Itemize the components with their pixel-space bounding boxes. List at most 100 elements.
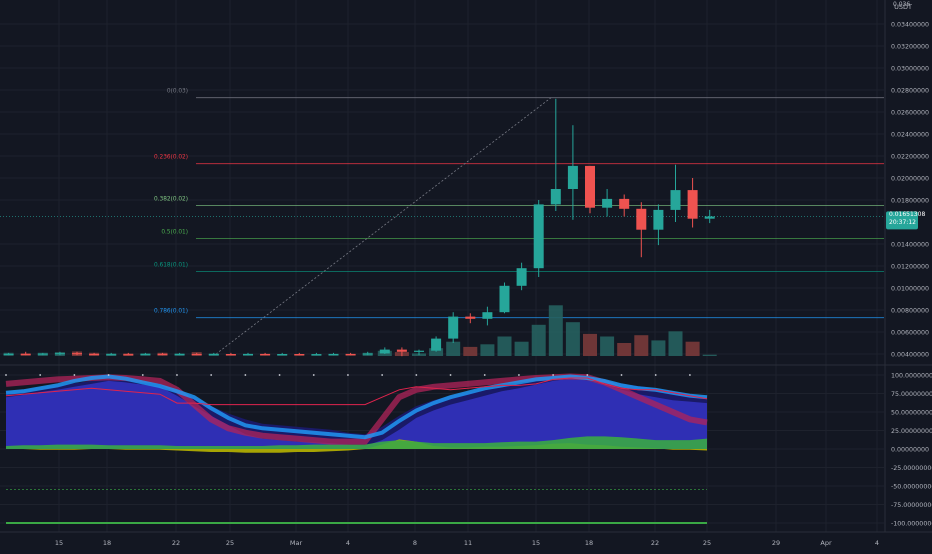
candle-body (619, 198, 630, 209)
volume-bar (429, 348, 444, 356)
osc-tick-label: -50.00000000 (891, 484, 932, 491)
fib-level-label: 0.618(0.01) (154, 263, 188, 269)
fib-trend-line (215, 97, 552, 355)
candle-body (687, 190, 698, 219)
volume-bar (565, 322, 580, 356)
osc-marker-dot (141, 374, 144, 376)
osc-marker-dot (654, 374, 657, 376)
candle-body (379, 349, 390, 354)
time-tick-label: 25 (703, 539, 711, 547)
candle-body (533, 204, 544, 269)
candle-body (123, 354, 134, 356)
osc-marker-dot (449, 374, 452, 376)
osc-marker-dot (552, 374, 555, 376)
time-tick-label: 15 (55, 539, 63, 547)
candle-body (396, 349, 407, 352)
candle-body (225, 354, 236, 356)
candle-body (311, 354, 322, 356)
candle-body (54, 353, 65, 355)
price-tick-label: 0.00800000 (891, 308, 929, 315)
volume-bar (446, 341, 461, 356)
candle-body (191, 353, 202, 356)
price-tick-label: 0.01000000 (891, 286, 929, 293)
candle-body (362, 353, 373, 355)
chart-grid (0, 0, 884, 532)
fib-level-label: 0(0.03) (167, 89, 188, 95)
candle-body (89, 353, 100, 356)
candle-body (328, 353, 339, 356)
candle-body (106, 354, 117, 356)
top-price-label: 0.036 (893, 1, 910, 8)
osc-marker-dot (620, 374, 623, 376)
candle-body (636, 208, 647, 230)
osc-marker-dot (176, 374, 178, 376)
time-tick-label: 8 (413, 539, 417, 547)
candle-body (243, 353, 253, 356)
candle-body (174, 353, 185, 356)
osc-marker-dot (381, 374, 384, 376)
candle-body (277, 354, 288, 356)
osc-marker-dot (312, 374, 315, 376)
time-tick-label: 22 (172, 539, 180, 547)
candle-body (653, 209, 664, 230)
time-tick-label: 18 (585, 539, 593, 547)
last-price-badge: 0.01651308 20:37:12 (886, 211, 925, 230)
osc-marker-dot (278, 374, 281, 376)
candle-body (260, 353, 271, 356)
time-tick-label: 4 (875, 539, 879, 547)
time-tick-label: 4 (346, 539, 350, 547)
candle-body (704, 216, 715, 219)
volume-bar (480, 344, 495, 356)
time-tick-label: 15 (532, 539, 540, 547)
osc-marker-dot (73, 374, 76, 376)
price-tick-label: 0.00600000 (891, 330, 929, 337)
candle-body (37, 353, 48, 355)
osc-tick-label: 0.00000000 (891, 447, 929, 454)
osc-marker-dot (347, 374, 349, 376)
volume-bar (497, 336, 512, 356)
osc-tick-label: -25.00000000 (891, 465, 932, 472)
osc-marker-dot (483, 374, 486, 376)
fib-level-label: 0.236(0.02) (154, 155, 188, 161)
candle-body (294, 354, 305, 356)
candle-body (20, 353, 31, 355)
volume-bar (548, 305, 563, 356)
osc-area-green (6, 436, 707, 449)
countdown-label: 20:37:12 (889, 219, 916, 226)
time-tick-label: 29 (772, 539, 780, 547)
candle-body (414, 350, 424, 352)
volume-bars (3, 305, 717, 356)
volume-bar (634, 335, 649, 356)
osc-area-main (6, 378, 707, 449)
price-tick-label: 0.03200000 (891, 44, 929, 51)
time-tick-label: 25 (226, 539, 234, 547)
osc-marker-dot (244, 374, 247, 376)
osc-tick-label: 25.00000000 (891, 428, 932, 435)
osc-tick-label: 50.00000000 (891, 410, 932, 417)
currency-label: USDT (894, 3, 912, 11)
fib-level-label: 0.5(0.01) (161, 230, 188, 236)
candle-body (465, 316, 476, 319)
candle-body (72, 353, 82, 355)
candle-body (499, 285, 510, 313)
candle-body (431, 338, 442, 351)
candle-body (670, 190, 681, 210)
osc-marker-dot (518, 374, 520, 376)
volume-bar (463, 346, 478, 356)
osc-marker-dot (5, 374, 7, 376)
candle-body (157, 353, 168, 355)
osc-tick-label: 75.00000000 (891, 391, 932, 398)
price-tick-label: 0.03000000 (891, 66, 929, 73)
price-tick-label: 0.02200000 (891, 154, 929, 161)
oscillator-panel (5, 373, 708, 524)
candle-body (602, 198, 613, 208)
price-tick-label: 0.01800000 (891, 198, 929, 205)
last-price-label: 0.01651308 (889, 211, 925, 218)
price-tick-label: 0.02000000 (891, 176, 929, 183)
volume-bar (651, 340, 666, 356)
time-tick-label: 22 (651, 539, 659, 547)
osc-marker-dot (39, 374, 42, 376)
